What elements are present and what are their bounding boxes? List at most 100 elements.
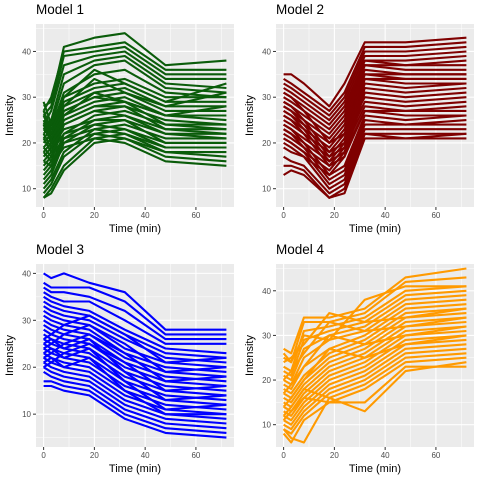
x-tick-label: 0 xyxy=(41,211,46,220)
y-axis-title: Intensity xyxy=(4,335,16,376)
series-line xyxy=(42,132,227,163)
series-line xyxy=(43,314,227,364)
series-line xyxy=(283,137,467,199)
x-tick-label: 40 xyxy=(381,451,390,460)
series-group xyxy=(42,32,227,199)
series-line xyxy=(283,132,467,195)
y-tick-label: 40 xyxy=(22,47,31,56)
series-line xyxy=(283,91,467,177)
x-tick-label: 20 xyxy=(330,211,339,220)
series-line xyxy=(283,347,467,435)
series-line xyxy=(283,45,467,117)
series-line xyxy=(283,109,467,167)
series-line xyxy=(282,325,467,395)
plot-model-1: 0 20 40 60 10 20 30 40 Time (min) Intensity xyxy=(4,24,234,235)
panel-title: Model 2 xyxy=(276,2,325,17)
series-line xyxy=(283,343,467,431)
x-tick-label: 40 xyxy=(141,451,150,460)
series-line xyxy=(43,371,227,430)
series-line xyxy=(42,123,227,154)
y-tick-label: 30 xyxy=(22,316,31,325)
y-tick-label: 20 xyxy=(22,139,31,148)
series-line xyxy=(282,365,467,421)
series-line xyxy=(283,307,467,395)
y-tick-label: 40 xyxy=(262,287,271,296)
y-tick-label: 20 xyxy=(262,139,271,148)
y-tick-label: 30 xyxy=(22,93,31,102)
series-line xyxy=(43,356,227,416)
series-line xyxy=(283,128,467,190)
y-tick-label: 10 xyxy=(22,185,31,194)
y-tick-label: 30 xyxy=(262,93,271,102)
series-line xyxy=(283,316,467,404)
y-tick-label: 10 xyxy=(22,410,31,419)
y-tick-label: 20 xyxy=(22,363,31,372)
x-tick-label: 0 xyxy=(41,451,46,460)
panel-title: Model 3 xyxy=(36,242,85,257)
y-axis-title: Intensity xyxy=(4,95,16,136)
series-line xyxy=(283,91,467,144)
y-axis-title: Intensity xyxy=(244,95,256,136)
x-tick-label: 40 xyxy=(141,211,150,220)
panel-title: Model 1 xyxy=(36,2,85,17)
x-axis-title: Time (min) xyxy=(109,463,161,475)
series-line xyxy=(283,307,467,364)
series-line xyxy=(43,323,227,373)
series-line xyxy=(43,380,227,434)
series-line xyxy=(282,285,467,364)
series-line xyxy=(43,384,227,439)
x-tick-label: 60 xyxy=(431,451,440,460)
series-line xyxy=(283,114,467,177)
x-tick-label: 20 xyxy=(90,211,99,220)
series-line xyxy=(43,295,227,355)
series-line xyxy=(42,50,227,126)
series-line xyxy=(43,338,227,402)
series-line xyxy=(43,137,227,167)
series-line xyxy=(43,286,227,341)
panel-model-4: 0 20 40 60 10 20 30 40 Time (min) Intensity Model… xyxy=(240,240,480,480)
series-line xyxy=(43,272,227,331)
series-line xyxy=(42,54,227,130)
series-line xyxy=(42,128,227,158)
x-axis-title: Time (min) xyxy=(109,223,161,235)
y-tick-label: 10 xyxy=(262,185,271,194)
y-tick-label: 20 xyxy=(262,376,271,385)
x-tick-label: 60 xyxy=(191,451,200,460)
plot-model-3: 0 20 40 60 10 20 30 40 Time (min) Intensity xyxy=(4,264,234,475)
y-tick-label: 40 xyxy=(22,269,31,278)
series-line xyxy=(43,333,227,383)
y-tick-label: 10 xyxy=(262,421,271,430)
series-line xyxy=(43,366,227,425)
series-line xyxy=(283,267,467,355)
x-axis-title: Time (min) xyxy=(349,223,401,235)
series-line xyxy=(43,281,227,336)
x-tick-label: 0 xyxy=(281,451,286,460)
series-line xyxy=(283,50,467,122)
series-line xyxy=(43,347,227,411)
panel-title: Model 4 xyxy=(276,242,325,257)
series-line xyxy=(283,123,467,186)
series-line xyxy=(283,100,467,154)
panel-model-1: 0 20 40 60 10 20 30 40 Time (min) Intensity Model… xyxy=(0,0,240,240)
series-line xyxy=(42,96,227,135)
y-tick-label: 40 xyxy=(262,47,271,56)
panel-model-3: 0 20 40 60 10 20 30 40 Time (min) Intensity Model… xyxy=(0,240,240,480)
series-line xyxy=(43,305,227,364)
series-group xyxy=(282,267,467,444)
x-tick-label: 20 xyxy=(330,451,339,460)
series-line xyxy=(42,45,227,117)
series-line xyxy=(283,36,467,108)
series-line xyxy=(282,316,467,381)
plot-model-4: 0 20 40 60 10 20 30 40 Time (min) Intensity xyxy=(244,264,474,475)
series-line xyxy=(43,342,227,392)
series-line xyxy=(42,109,227,144)
plot-model-2: 0 20 40 60 10 20 30 40 Time (min) Intensity xyxy=(244,24,474,235)
series-line xyxy=(283,334,467,422)
series-line xyxy=(42,68,227,126)
series-line xyxy=(42,77,227,131)
series-line xyxy=(282,361,467,417)
series-group xyxy=(43,272,227,439)
series-group xyxy=(283,36,467,199)
series-line xyxy=(283,41,467,112)
series-line xyxy=(42,41,227,112)
